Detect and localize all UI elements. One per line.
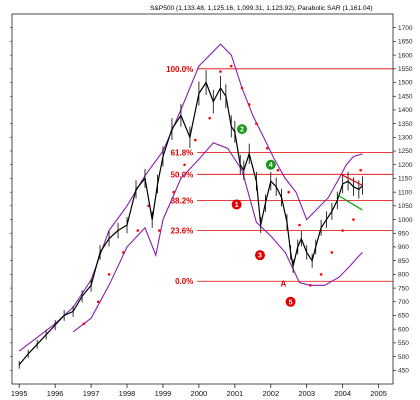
- sar-dot: [107, 273, 111, 276]
- x-tick-label: 1996: [47, 389, 64, 398]
- trendlines: [336, 173, 363, 211]
- sar-dot: [96, 300, 100, 304]
- bollinger-lower-line: [72, 142, 363, 333]
- x-tick-label: 2001: [227, 389, 244, 398]
- wave-label-1: 1: [235, 202, 239, 209]
- sar-dot: [276, 168, 280, 172]
- y-tick-label: 850: [398, 258, 409, 265]
- x-tick-label: 2005: [370, 389, 387, 398]
- y-tick-label: 750: [398, 285, 409, 292]
- fib-label-1: 61.8%: [171, 148, 194, 157]
- x-tick-label: 1998: [119, 389, 136, 398]
- y-tick-label: 700: [398, 299, 409, 306]
- sar-dot: [287, 190, 291, 194]
- wave-label-2: 2: [240, 127, 244, 134]
- sar-dot: [183, 163, 186, 167]
- sar-dot: [136, 229, 140, 232]
- plot-frame: [11, 13, 394, 385]
- sar-dot: [265, 146, 269, 150]
- sar-dot: [298, 223, 301, 227]
- x-tick-label: 1999: [155, 389, 172, 398]
- y-tick-label: 800: [398, 272, 409, 279]
- x-tick-label: 2002: [262, 389, 279, 398]
- wave-marker-1: [231, 199, 242, 210]
- annotation-A: A: [280, 280, 286, 289]
- fib-label-3: 38.2%: [171, 196, 194, 205]
- sar-dot: [172, 190, 176, 194]
- sar-dot: [309, 284, 312, 287]
- sar-dot: [359, 168, 362, 172]
- fib-label-2: 50.0%: [171, 170, 194, 179]
- sar-dot: [240, 86, 244, 90]
- axes: 450 500 550 600 650 700 750 800 850 900 950 1000 105…: [10, 25, 413, 398]
- y-tick-label: 450: [398, 367, 409, 374]
- y-tick-label: 1550: [398, 66, 413, 73]
- sar-dot: [122, 251, 125, 254]
- sar-dot: [352, 218, 355, 221]
- sar-dot: [341, 229, 344, 232]
- y-tick-label: 1300: [398, 135, 413, 142]
- y-tick-label: 1650: [398, 39, 413, 46]
- wave-marker-5: [285, 296, 296, 307]
- x-tick-label: 1997: [83, 389, 100, 398]
- wave-marker-2: [237, 124, 248, 135]
- sar-dot: [330, 251, 334, 254]
- x-tick-label: 2003: [298, 389, 315, 398]
- y-tick-label: 600: [398, 326, 409, 333]
- y-tick-label: 1250: [398, 148, 413, 155]
- sar-dot: [255, 122, 258, 125]
- y-tick-label: 1100: [398, 189, 412, 196]
- wave-labels: 1 2 3 4 5 A: [231, 124, 296, 307]
- y-tick-label: 1600: [398, 52, 413, 59]
- x-tick-label: 2000: [191, 389, 208, 398]
- sar-dot: [208, 116, 211, 120]
- x-tick-label: 1995: [11, 389, 28, 398]
- price-series: [18, 70, 363, 369]
- y-tick-label: 1350: [398, 121, 413, 128]
- sar-dot: [158, 229, 161, 232]
- parabolic-sar: [82, 64, 362, 326]
- y-tick-label: 1000: [398, 217, 413, 224]
- y-tick-label: 1450: [398, 93, 413, 100]
- trendline-1: [336, 194, 363, 211]
- y-tick-label: 550: [398, 340, 409, 347]
- sar-dot: [194, 138, 197, 142]
- y-tick-label: 650: [398, 313, 409, 320]
- price-line: [18, 81, 363, 366]
- fib-label-5: 0.0%: [175, 277, 193, 286]
- wave-label-4: 4: [269, 162, 273, 169]
- fib-label-0: 100.0%: [166, 65, 193, 74]
- wave-marker-4: [265, 159, 276, 170]
- chart-title: S&P500 (1,133.48, 1,125.16, 1,099.31, 1,…: [150, 5, 373, 12]
- sar-dot: [319, 273, 323, 276]
- y-tick-label: 500: [398, 354, 409, 361]
- y-tick-label: 1050: [398, 203, 413, 210]
- y-tick-label: 1400: [398, 107, 413, 114]
- x-tick-label: 2004: [334, 389, 351, 398]
- y-tick-label: 950: [398, 230, 409, 237]
- sar-dot: [82, 322, 86, 326]
- fib-label-4: 23.6%: [171, 227, 194, 236]
- wave-label-3: 3: [258, 253, 262, 260]
- y-tick-label: 900: [398, 244, 409, 251]
- y-tick-label: 1200: [398, 162, 413, 169]
- y-tick-label: 1150: [398, 176, 412, 183]
- wave-label-5: 5: [289, 299, 293, 306]
- sar-dot: [229, 64, 233, 68]
- trendline-0: [340, 173, 363, 186]
- sar-dot: [247, 103, 251, 106]
- sar-dot: [219, 70, 222, 73]
- y-tick-label: 1500: [398, 80, 413, 87]
- wave-marker-3: [255, 250, 266, 261]
- y-tick-label: 1700: [398, 25, 413, 32]
- fibonacci-layer: 100.0% 61.8% 50.0% 38.2% 23.6% 0.0%: [166, 65, 393, 286]
